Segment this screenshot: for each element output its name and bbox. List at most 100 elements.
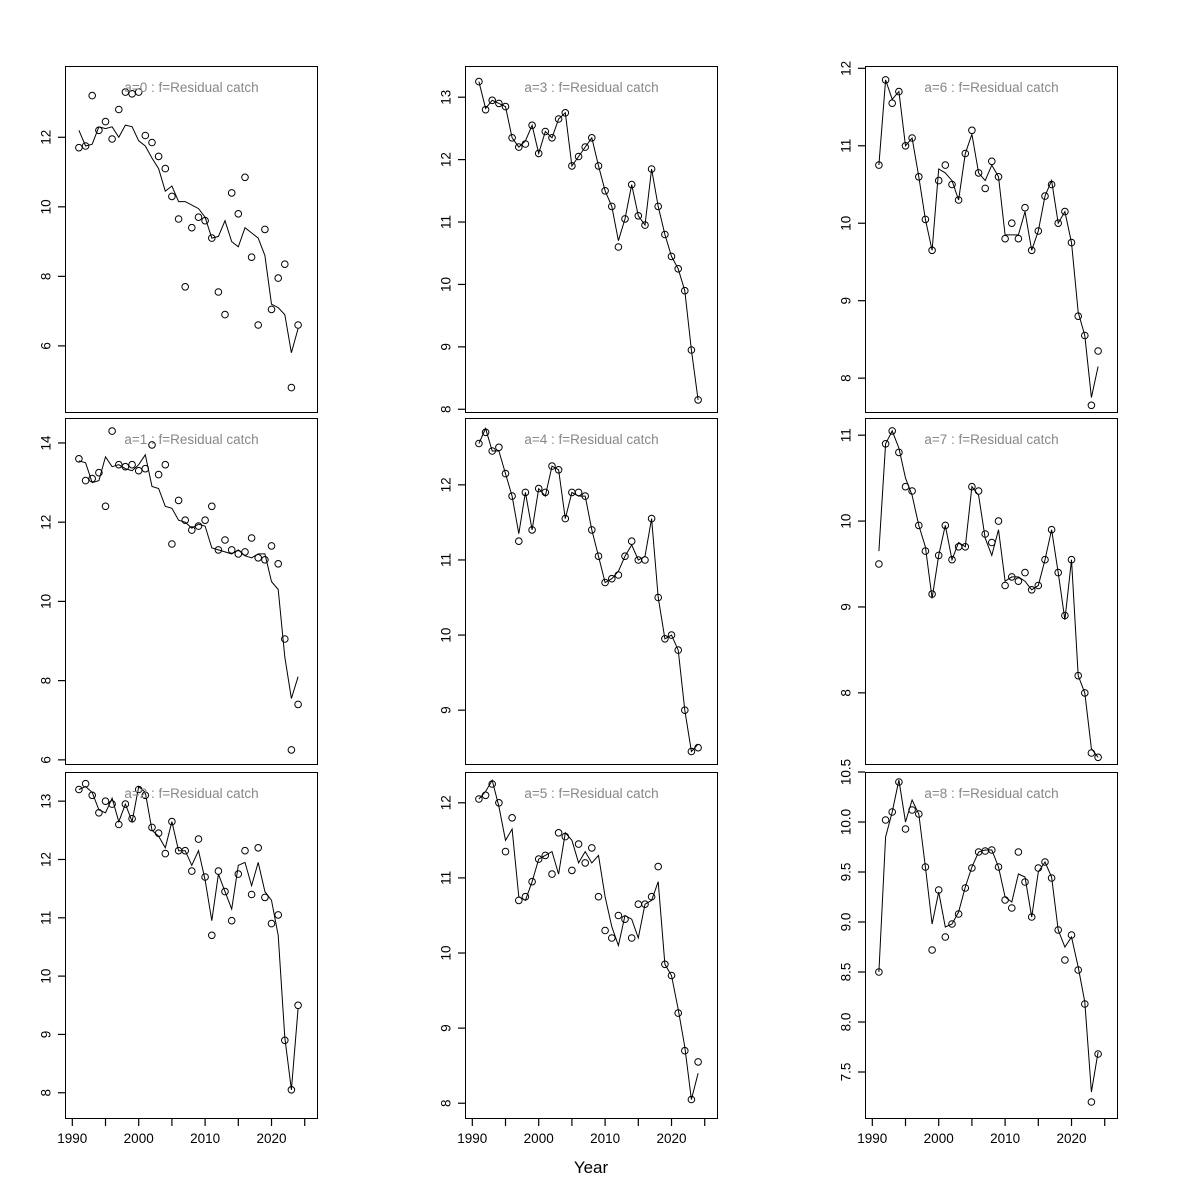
data-point: [88, 791, 96, 800]
data-point: [661, 230, 669, 239]
y-tick-label: 9: [439, 343, 454, 351]
data-point: [201, 516, 209, 524]
data-point: [641, 556, 649, 564]
data-point: [161, 164, 170, 173]
data-point: [681, 286, 689, 295]
y-tick-label: 11: [839, 139, 854, 153]
data-points: [475, 428, 702, 756]
data-point: [541, 127, 550, 136]
data-point: [168, 817, 176, 826]
y-tick-label: 13: [439, 90, 454, 105]
data-point: [1034, 864, 1043, 872]
data-point: [475, 77, 483, 86]
data-point: [95, 468, 103, 477]
y-axis: 7.5 8.0 8.5 9.0 9.5 10.0 10.5: [839, 759, 865, 1082]
data-point: [495, 443, 503, 452]
data-point: [901, 482, 910, 491]
data-point: [881, 816, 890, 824]
data-point: [681, 1046, 689, 1055]
data-point: [928, 946, 936, 954]
panel-a6: 8 9 10 11 12 a=6 : f=Residual catch: [815, 61, 1126, 417]
panel-title: a=2 : f=Residual catch: [124, 786, 258, 801]
data-point: [614, 571, 623, 579]
y-tick-label: 8: [439, 405, 454, 413]
data-point: [161, 460, 170, 469]
data-point: [81, 142, 90, 150]
fitted-line: [878, 79, 1099, 398]
data-point: [601, 187, 609, 195]
data-point: [548, 870, 556, 878]
data-point: [561, 109, 570, 117]
data-point: [108, 800, 116, 808]
data-point: [968, 864, 976, 872]
data-point: [148, 138, 156, 147]
data-point: [128, 814, 136, 823]
data-point: [1008, 219, 1016, 227]
data-points: [475, 780, 702, 1104]
data-point: [241, 173, 249, 182]
data-point: [934, 176, 943, 185]
data-point: [961, 149, 970, 158]
data-point: [1061, 207, 1069, 216]
data-point: [95, 126, 103, 135]
x-tick-label: 2020: [656, 1131, 686, 1146]
y-tick-label: 8: [839, 689, 854, 697]
data-point: [548, 462, 556, 470]
data-point: [948, 920, 956, 928]
panel-border: [465, 418, 718, 765]
data-point: [988, 846, 996, 854]
data-point: [95, 809, 103, 817]
data-point: [515, 143, 523, 151]
panel-a5: 8 9 10 11 12 1990 2000 2010 2020 a=5 : f=Residual…: [415, 772, 726, 1181]
data-point: [208, 234, 216, 242]
data-point: [994, 863, 1003, 871]
data-point: [601, 578, 609, 587]
x-tick-label: 2000: [524, 1131, 554, 1146]
data-point: [687, 747, 696, 756]
y-axis: 8 9 10 11: [839, 428, 865, 697]
data-point: [128, 460, 136, 469]
data-point: [101, 117, 110, 126]
data-point: [201, 216, 209, 225]
panel-border: [465, 66, 718, 413]
y-tick-label: 10: [39, 594, 54, 609]
data-point: [254, 554, 262, 562]
y-tick-label: 12: [839, 61, 854, 76]
y-tick-label: 8: [839, 374, 854, 382]
data-point: [928, 246, 936, 255]
y-tick-label: 6: [39, 756, 54, 764]
data-point: [554, 829, 563, 837]
data-point: [1008, 904, 1016, 912]
panel-a4-svg: 9 10 11 12 a=4 : f=Residual catch: [439, 418, 718, 765]
y-tick-label: 7.5: [839, 1063, 854, 1082]
data-point: [188, 223, 196, 232]
data-point: [875, 560, 883, 568]
data-point: [681, 706, 689, 715]
data-point: [561, 832, 570, 841]
x-tick-label: 2010: [990, 1131, 1020, 1146]
data-point: [588, 526, 596, 534]
data-point: [134, 466, 143, 475]
panel-a2-svg: 8 9 10 11 12 13 1990 2000 2010 2020 a=2 : f=Residu…: [39, 772, 318, 1146]
data-point: [541, 488, 550, 497]
data-point: [654, 593, 662, 602]
data-point: [481, 428, 490, 437]
data-point: [948, 180, 956, 189]
data-point: [1087, 401, 1096, 410]
data-point: [201, 873, 209, 881]
y-tick-label: 9: [839, 297, 854, 305]
data-point: [115, 820, 123, 829]
data-point: [81, 476, 90, 485]
panel-a4: 9 10 11 12 a=4 : f=Residual catch: [415, 418, 726, 769]
data-point: [1087, 1098, 1096, 1106]
data-point: [241, 548, 249, 556]
data-point: [1034, 227, 1043, 235]
y-tick-label: 10.5: [839, 759, 854, 785]
data-point: [574, 152, 583, 161]
x-tick-label: 2010: [190, 1131, 220, 1146]
fitted-line: [78, 785, 299, 1090]
data-point: [1094, 1050, 1102, 1058]
data-point: [954, 910, 963, 918]
panel-title: a=5 : f=Residual catch: [524, 786, 658, 801]
